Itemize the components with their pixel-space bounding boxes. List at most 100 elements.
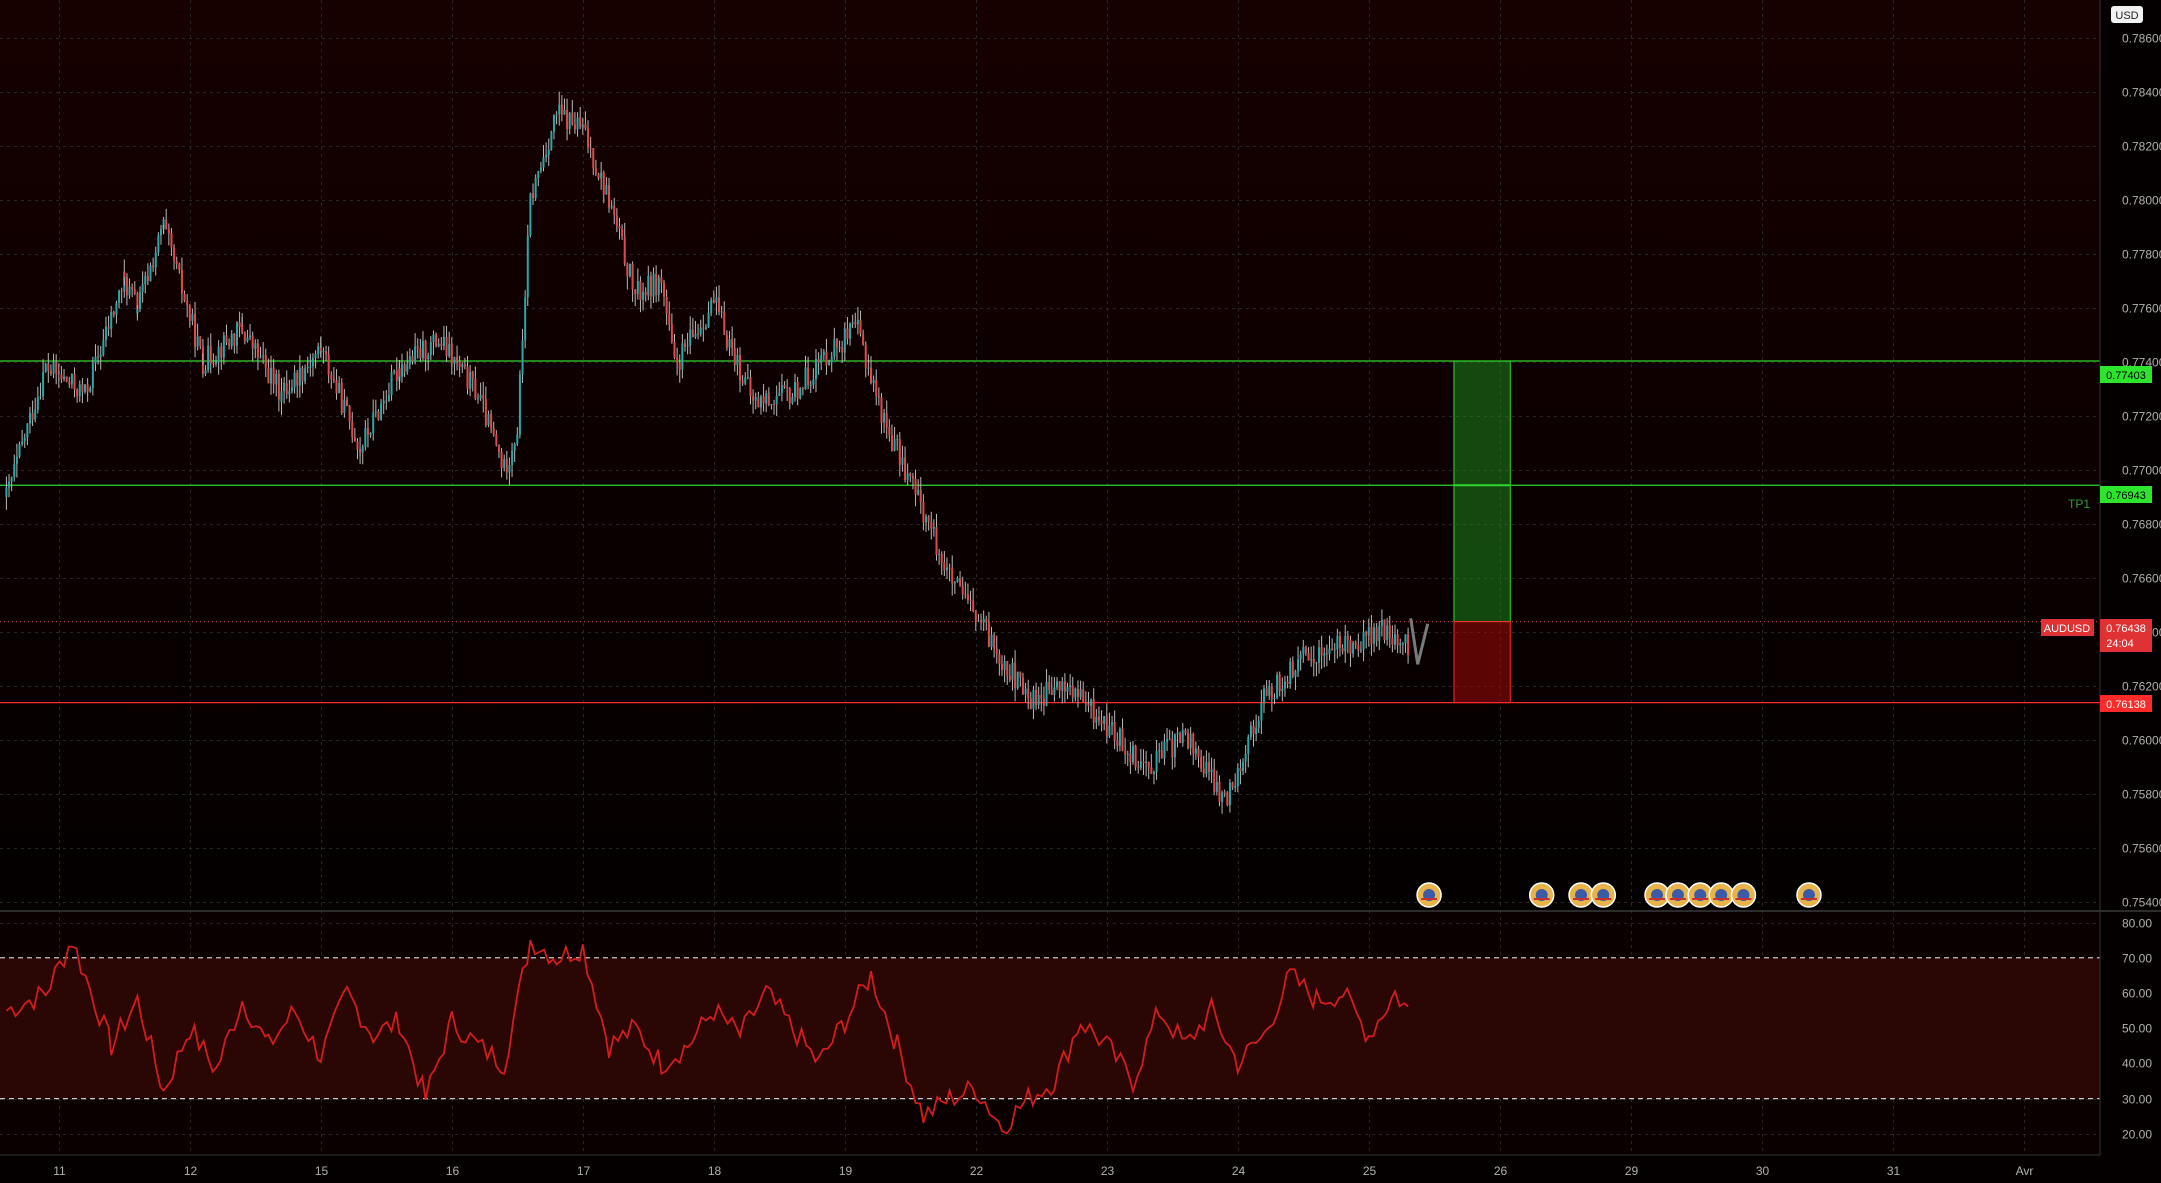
candle-body <box>1247 737 1250 754</box>
event-marker[interactable] <box>1590 882 1617 908</box>
candle-body <box>1105 716 1108 737</box>
candle-body <box>1021 677 1024 695</box>
candle-body <box>1331 648 1334 651</box>
candle-body <box>995 648 998 654</box>
candle-body <box>1404 634 1407 644</box>
candle-body <box>1249 725 1252 738</box>
candle-body <box>104 326 107 341</box>
candle-body <box>838 347 841 349</box>
candle-body <box>1200 756 1203 769</box>
candle-body <box>610 205 613 208</box>
candle-body <box>723 311 726 335</box>
candle-body <box>1053 687 1056 695</box>
candle-body <box>820 355 823 363</box>
long-position-box[interactable] <box>1453 360 1511 704</box>
candle-body <box>60 374 63 379</box>
candle-body <box>843 328 846 353</box>
candle-body <box>1181 730 1184 743</box>
candle-body <box>1242 761 1245 772</box>
x-tick-label: 11 <box>53 1164 66 1178</box>
candle-body <box>165 219 168 229</box>
economic-event-markers[interactable] <box>1416 882 1822 908</box>
candle-body <box>1063 681 1066 692</box>
candle-body <box>1383 619 1386 641</box>
event-marker[interactable] <box>1568 882 1594 908</box>
candle-body <box>1328 648 1331 655</box>
current-price-label: AUDUSD 0.76438 24:04 <box>2041 619 2152 652</box>
candle-body <box>364 427 367 447</box>
candle-body <box>408 356 411 365</box>
candle-body <box>332 378 335 381</box>
candle-body <box>487 413 490 426</box>
x-tick-label: 17 <box>577 1164 591 1178</box>
candle-body <box>325 351 328 355</box>
candle-body <box>1145 761 1148 763</box>
candle-body <box>890 435 893 451</box>
osc-tick-label: 50.00 <box>2122 1022 2152 1036</box>
candle-body <box>120 290 123 292</box>
candle-body <box>985 618 988 622</box>
candle-body <box>1273 698 1276 700</box>
loss-zone[interactable] <box>1453 621 1511 704</box>
candle-body <box>1147 761 1150 768</box>
candle-body <box>862 333 865 345</box>
candle-body <box>888 427 891 436</box>
x-tick-label: Avr <box>2016 1164 2034 1178</box>
candle-body <box>636 280 639 294</box>
candle-body <box>1399 643 1402 646</box>
candle-body <box>1050 689 1053 695</box>
candle-body <box>233 333 236 346</box>
candle-body <box>901 457 904 465</box>
candle-body <box>429 342 432 356</box>
candle-body <box>846 328 849 339</box>
x-tick-label: 26 <box>1494 1164 1508 1178</box>
candle-body <box>186 300 189 306</box>
candle-body <box>597 173 600 179</box>
candle-body <box>1042 698 1045 706</box>
candle-body <box>872 379 875 384</box>
event-marker[interactable] <box>1730 882 1757 908</box>
candle-body <box>1354 642 1357 645</box>
candle-body <box>775 395 778 405</box>
osc-band-fill <box>0 957 2100 1099</box>
candle-body <box>791 397 794 404</box>
candle-body <box>835 339 838 348</box>
candle-body <box>765 393 768 404</box>
candle-body <box>547 149 550 155</box>
candle-body <box>678 362 681 370</box>
candle-body <box>566 109 569 129</box>
candle-body <box>70 374 73 385</box>
candle-body <box>1388 625 1391 639</box>
candle-body <box>471 371 474 379</box>
candle-body <box>867 367 870 369</box>
candle-body <box>521 340 524 375</box>
candle-body <box>1265 688 1268 696</box>
candle-body <box>794 381 797 398</box>
candle-body <box>335 380 338 394</box>
candle-body <box>783 385 786 388</box>
currency-badge[interactable] <box>2111 6 2143 23</box>
profit-zone[interactable] <box>1453 360 1511 623</box>
event-marker[interactable] <box>1687 882 1713 908</box>
candle-body <box>421 340 424 359</box>
candle-body <box>309 366 312 368</box>
candle-body <box>10 477 13 482</box>
event-marker[interactable] <box>1708 882 1734 908</box>
candle-body <box>770 403 773 406</box>
candle-body <box>217 346 220 362</box>
candle-body <box>503 459 506 469</box>
candle-body <box>159 229 162 236</box>
event-marker[interactable] <box>1796 882 1822 908</box>
event-marker[interactable] <box>1528 882 1555 908</box>
event-marker[interactable] <box>1665 882 1691 908</box>
candle-body <box>385 400 388 402</box>
candle-body <box>1304 647 1307 654</box>
x-tick-label: 23 <box>1101 1164 1115 1178</box>
candle-body <box>1218 781 1221 802</box>
candle-body <box>380 403 383 420</box>
candle-body <box>89 387 92 392</box>
candle-body <box>146 275 149 282</box>
candle-body <box>73 374 76 390</box>
event-marker[interactable] <box>1416 882 1442 908</box>
